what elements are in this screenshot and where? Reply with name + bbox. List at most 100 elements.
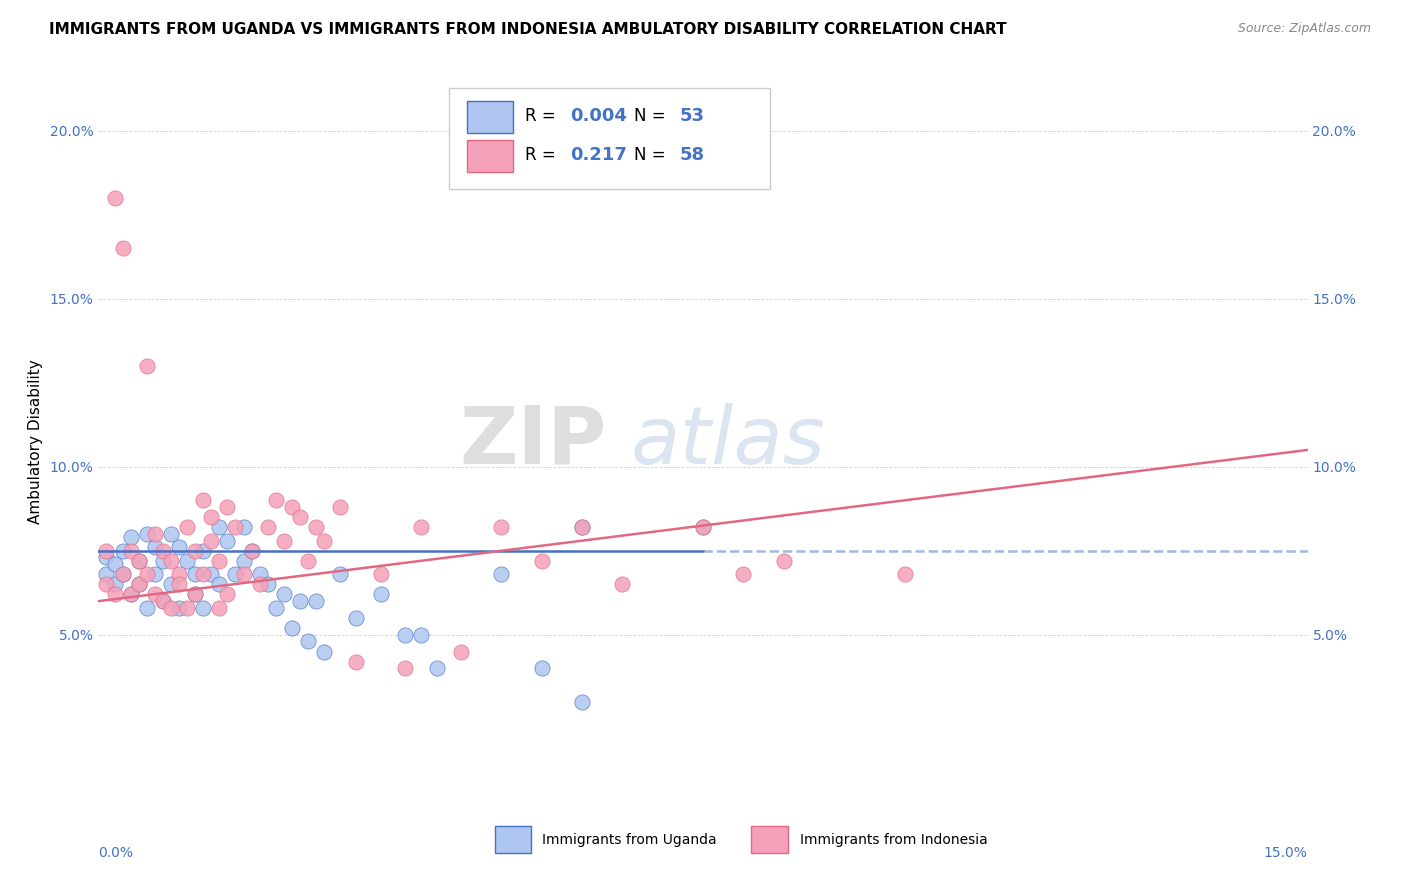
Bar — [467, 101, 513, 133]
Point — [612, 577, 634, 591]
Point — [893, 567, 915, 582]
Point — [264, 493, 287, 508]
Point — [772, 554, 794, 568]
Point — [103, 191, 125, 205]
Point — [120, 587, 142, 601]
Point — [120, 530, 142, 544]
Point — [128, 577, 150, 591]
Point — [249, 577, 271, 591]
Point — [344, 611, 367, 625]
Text: R =: R = — [526, 145, 561, 164]
Point — [176, 520, 198, 534]
Text: atlas: atlas — [630, 402, 825, 481]
Point — [135, 567, 157, 582]
Point — [160, 600, 183, 615]
Point — [96, 567, 118, 582]
Point — [256, 520, 278, 534]
Point — [217, 533, 239, 548]
Point — [160, 527, 183, 541]
Point — [344, 655, 367, 669]
Point — [530, 554, 553, 568]
Point — [167, 600, 190, 615]
Y-axis label: Ambulatory Disability: Ambulatory Disability — [28, 359, 42, 524]
Point — [160, 554, 183, 568]
Point — [184, 587, 207, 601]
Point — [409, 520, 432, 534]
Point — [103, 577, 125, 591]
Point — [370, 587, 392, 601]
Bar — [751, 826, 787, 854]
Point — [240, 543, 263, 558]
Text: 0.0%: 0.0% — [98, 847, 134, 860]
Point — [167, 567, 190, 582]
Point — [128, 554, 150, 568]
Point — [208, 577, 231, 591]
Point — [160, 577, 183, 591]
Point — [297, 554, 319, 568]
Point — [193, 600, 215, 615]
Point — [314, 533, 336, 548]
Point — [152, 554, 174, 568]
Point — [200, 533, 222, 548]
Point — [152, 594, 174, 608]
Point — [200, 567, 222, 582]
Point — [193, 493, 215, 508]
Point — [256, 577, 278, 591]
Text: R =: R = — [526, 107, 561, 125]
Text: IMMIGRANTS FROM UGANDA VS IMMIGRANTS FROM INDONESIA AMBULATORY DISABILITY CORREL: IMMIGRANTS FROM UGANDA VS IMMIGRANTS FRO… — [49, 22, 1007, 37]
Point — [224, 567, 246, 582]
Text: 15.0%: 15.0% — [1264, 847, 1308, 860]
Point — [152, 594, 174, 608]
Point — [692, 520, 714, 534]
Point — [264, 600, 287, 615]
Point — [96, 550, 118, 565]
Point — [409, 628, 432, 642]
Point — [184, 567, 207, 582]
Point — [128, 577, 150, 591]
Point — [370, 567, 392, 582]
Point — [176, 554, 198, 568]
Point — [111, 567, 134, 582]
Point — [208, 520, 231, 534]
Text: Immigrants from Uganda: Immigrants from Uganda — [543, 832, 717, 847]
Point — [273, 587, 295, 601]
Point — [394, 661, 416, 675]
Point — [217, 587, 239, 601]
Point — [224, 520, 246, 534]
Point — [571, 695, 593, 709]
Text: 0.217: 0.217 — [569, 145, 627, 164]
Point — [217, 500, 239, 514]
Text: N =: N = — [634, 145, 671, 164]
Point — [120, 543, 142, 558]
Point — [733, 567, 755, 582]
Point — [288, 510, 311, 524]
Point — [571, 520, 593, 534]
Point — [450, 644, 472, 658]
Point — [120, 587, 142, 601]
Point — [184, 587, 207, 601]
Point — [176, 600, 198, 615]
Point — [273, 533, 295, 548]
Point — [128, 554, 150, 568]
Point — [143, 541, 166, 555]
Point — [281, 621, 304, 635]
Point — [143, 567, 166, 582]
Bar — [467, 140, 513, 172]
Point — [692, 520, 714, 534]
Point — [305, 594, 328, 608]
Point — [491, 567, 513, 582]
Point — [530, 661, 553, 675]
Point — [193, 543, 215, 558]
Point — [111, 543, 134, 558]
Point — [208, 600, 231, 615]
Point — [200, 510, 222, 524]
Text: 58: 58 — [681, 145, 706, 164]
Point — [240, 543, 263, 558]
Point — [571, 520, 593, 534]
Point — [111, 567, 134, 582]
Text: N =: N = — [634, 107, 671, 125]
Text: Source: ZipAtlas.com: Source: ZipAtlas.com — [1237, 22, 1371, 36]
Point — [135, 600, 157, 615]
Point — [167, 577, 190, 591]
Point — [491, 520, 513, 534]
